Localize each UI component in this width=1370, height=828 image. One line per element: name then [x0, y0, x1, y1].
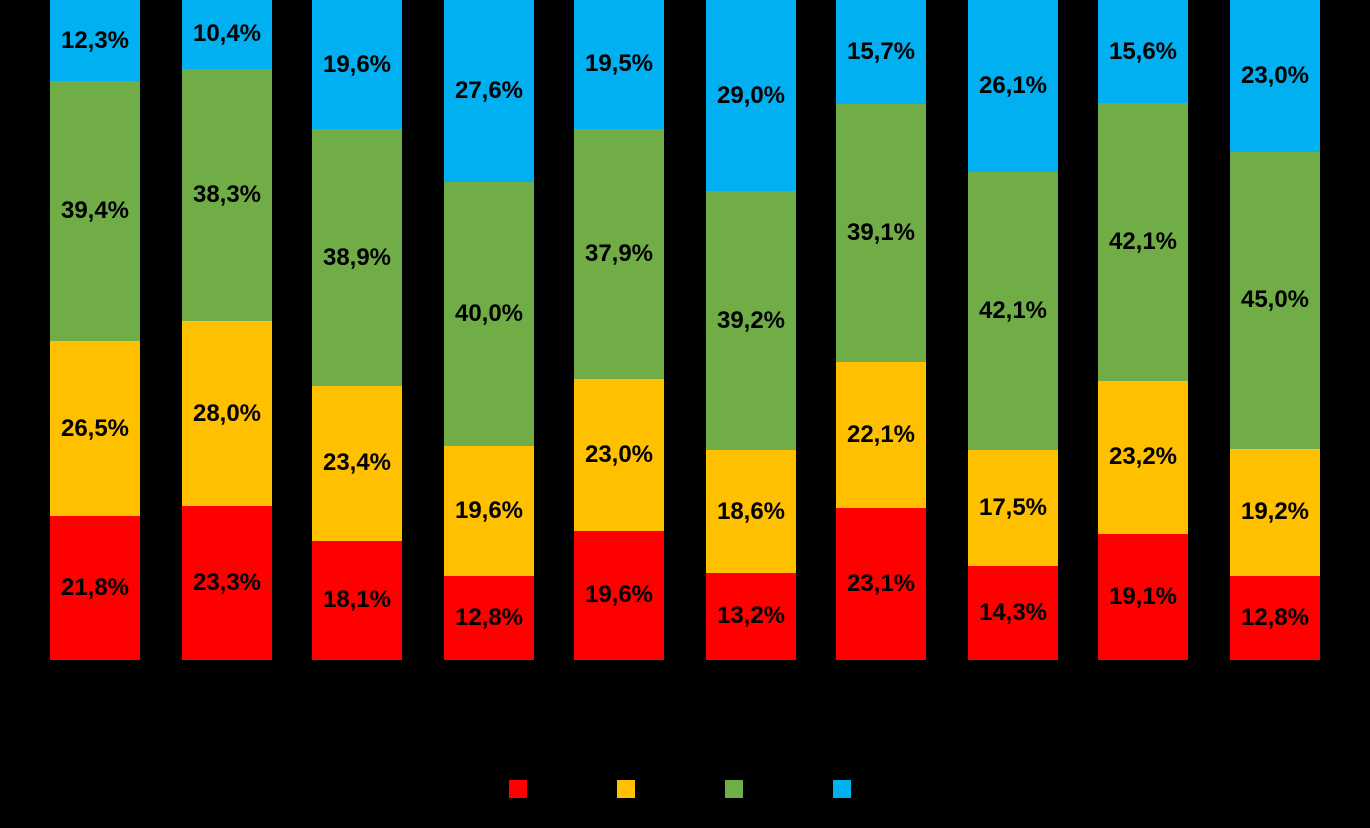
segment-s3: 40,0% [444, 182, 534, 446]
stacked-bar-chart: 12,3%39,4%26,5%21,8% 10,4%38,3%28,0%23,3%… [0, 0, 1370, 828]
x-label-3 [815, 662, 1077, 770]
bar-group-0: 12,3%39,4%26,5%21,8% 10,4%38,3%28,0%23,3% [30, 0, 292, 660]
bar-1-1: 27,6%40,0%19,6%12,8% [444, 0, 534, 660]
bar-group-1: 19,6%38,9%23,4%18,1%27,6%40,0%19,6%12,8% [292, 0, 554, 660]
segment-s3: 38,3% [182, 69, 272, 322]
bar-group-3: 15,7%39,1%22,1%23,1% 26,1%42,1%17,5%14,3% [816, 0, 1078, 660]
plot-area: 12,3%39,4%26,5%21,8% 10,4%38,3%28,0%23,3%… [30, 0, 1340, 660]
segment-s1: 19,6% [574, 531, 664, 660]
legend-item-s3 [725, 780, 753, 798]
segment-s3: 42,1% [968, 172, 1058, 450]
x-label-2 [553, 662, 815, 770]
bar-2-1: 29,0%39,2%18,6%13,2% [706, 0, 796, 660]
segment-s3: 42,1% [1098, 103, 1188, 381]
segment-s1: 18,1% [312, 541, 402, 660]
legend-item-s4 [833, 780, 861, 798]
segment-s3: 45,0% [1230, 152, 1320, 449]
segment-s4: 27,6% [444, 0, 534, 182]
segment-s1: 12,8% [1230, 576, 1320, 660]
bar-0-0: 12,3%39,4%26,5%21,8% [50, 0, 140, 660]
segment-s2: 19,2% [1230, 449, 1320, 576]
segment-s2: 23,4% [312, 386, 402, 540]
segment-s1: 12,8% [444, 576, 534, 660]
segment-s2: 23,0% [574, 379, 664, 531]
legend-item-s1 [509, 780, 537, 798]
x-label-0 [30, 662, 292, 770]
segment-s4: 26,1% [968, 0, 1058, 172]
segment-s2: 18,6% [706, 450, 796, 573]
segment-s2: 17,5% [968, 450, 1058, 566]
segment-s4: 10,4% [182, 0, 272, 69]
bar-group-4: 15,6%42,1%23,2%19,1% 23,0%45,0%19,2%12,8% [1078, 0, 1340, 660]
segment-s2: 28,0% [182, 321, 272, 506]
bar-2-0: 19,5%37,9%23,0%19,6% [574, 0, 664, 660]
legend-swatch-s2 [617, 780, 635, 798]
segment-s1: 19,1% [1098, 534, 1188, 660]
segment-s4: 15,7% [836, 0, 926, 104]
legend [0, 780, 1370, 798]
bar-1-0: 19,6%38,9%23,4%18,1% [312, 0, 402, 660]
segment-s4: 19,6% [312, 0, 402, 129]
segment-s2: 19,6% [444, 446, 534, 575]
segment-s1: 13,2% [706, 573, 796, 660]
legend-swatch-s1 [509, 780, 527, 798]
x-axis [30, 660, 1340, 770]
segment-s4: 12,3% [50, 0, 140, 81]
bar-3-1: 26,1%42,1%17,5%14,3% [968, 0, 1058, 660]
bar-0-1: 10,4%38,3%28,0%23,3% [182, 0, 272, 660]
segment-s4: 23,0% [1230, 0, 1320, 152]
segment-s1: 23,3% [182, 506, 272, 660]
x-label-1 [292, 662, 554, 770]
segment-s3: 38,9% [312, 129, 402, 386]
segment-s3: 39,1% [836, 104, 926, 362]
bar-group-2: 19,5%37,9%23,0%19,6% 29,0%39,2%18,6%13,2% [554, 0, 816, 660]
segment-s3: 37,9% [574, 129, 664, 379]
x-label-4 [1076, 662, 1340, 770]
legend-swatch-s3 [725, 780, 743, 798]
segment-s4: 29,0% [706, 0, 796, 191]
legend-swatch-s4 [833, 780, 851, 798]
legend-item-s2 [617, 780, 645, 798]
segment-s2: 23,2% [1098, 381, 1188, 534]
bar-3-0: 15,7%39,1%22,1%23,1% [836, 0, 926, 660]
segment-s2: 26,5% [50, 341, 140, 516]
bar-4-1: 23,0%45,0%19,2%12,8% [1230, 0, 1320, 660]
segment-s2: 22,1% [836, 362, 926, 508]
segment-s1: 14,3% [968, 566, 1058, 660]
segment-s3: 39,2% [706, 191, 796, 450]
segment-s4: 15,6% [1098, 0, 1188, 103]
segment-s3: 39,4% [50, 81, 140, 341]
segment-s1: 23,1% [836, 508, 926, 660]
segment-s1: 21,8% [50, 516, 140, 660]
segment-s4: 19,5% [574, 0, 664, 129]
bar-4-0: 15,6%42,1%23,2%19,1% [1098, 0, 1188, 660]
